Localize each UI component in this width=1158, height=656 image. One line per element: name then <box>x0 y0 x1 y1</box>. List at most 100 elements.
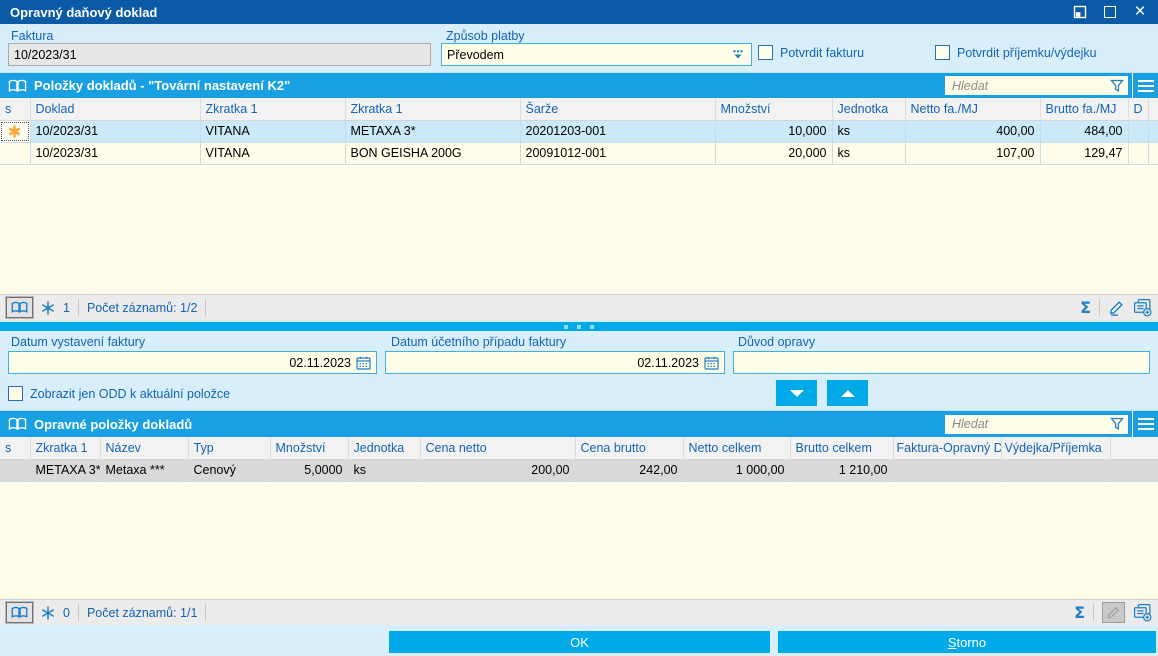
datum-vystaveni-label: Datum vystavení faktury <box>11 335 146 349</box>
panel1-header-row: s Doklad Zkratka 1 Zkratka 1 Šarže Množs… <box>0 98 1158 121</box>
potvrdit-prijemku-label: Potvrdit příjemku/výdejku <box>957 45 1097 60</box>
faktura-field: 10/2023/31 <box>8 43 431 66</box>
panel1-search <box>945 76 1128 95</box>
col-s[interactable]: s <box>0 98 31 121</box>
duvod-opravy-label: Důvod opravy <box>738 335 816 349</box>
panel2-search-input[interactable] <box>952 417 1110 431</box>
panel-opravne-polozky: Opravné položky dokladů s Zkratka 1 <box>0 410 1158 625</box>
sum-icon[interactable]: Σ <box>1074 603 1085 622</box>
calendar-icon[interactable] <box>356 356 371 370</box>
col-zkratka1[interactable]: Zkratka 1 <box>30 437 101 460</box>
col-zkratka1b[interactable]: Zkratka 1 <box>345 98 521 121</box>
move-down-button[interactable] <box>776 380 817 406</box>
panel1-search-input[interactable] <box>952 78 1110 93</box>
panel2-menu-icon[interactable] <box>1132 411 1158 437</box>
datum-ucetniho-label: Datum účetního případu faktury <box>391 335 567 349</box>
zobrazit-odd-label: Zobrazit jen ODD k aktuální položce <box>30 386 231 401</box>
col-cena-brutto[interactable]: Cena brutto <box>575 437 684 460</box>
titlebar: Opravný daňový doklad × <box>0 0 1158 24</box>
close-icon[interactable]: × <box>1134 1 1146 22</box>
duvod-opravy-field[interactable] <box>733 351 1150 374</box>
edit-pencil-icon-disabled[interactable] <box>1102 602 1125 623</box>
book-icon <box>8 79 27 93</box>
splitter-handle[interactable] <box>0 322 1158 331</box>
storno-button[interactable]: Storno <box>778 631 1156 653</box>
filter-icon[interactable] <box>1110 79 1124 93</box>
sum-icon[interactable]: Σ <box>1080 298 1091 317</box>
panel2-search <box>945 414 1128 434</box>
panel1-table: s Doklad Zkratka 1 Zkratka 1 Šarže Množs… <box>0 98 1158 165</box>
potvrdit-fakturu-checkbox[interactable]: Potvrdit fakturu <box>758 45 864 60</box>
move-up-button[interactable] <box>827 380 868 406</box>
col-cena-netto[interactable]: Cena netto <box>420 437 576 460</box>
col-typ[interactable]: Typ <box>188 437 271 460</box>
panel2-title: Opravné položky dokladů <box>34 416 193 432</box>
col-zkratka1[interactable]: Zkratka 1 <box>200 98 346 121</box>
copy-add-icon[interactable] <box>1133 603 1152 622</box>
col-d[interactable]: D <box>1128 98 1149 121</box>
table-row[interactable]: METAXA 3* Metaxa *** Cenový 5,0000 ks 20… <box>0 459 1158 482</box>
panel1-statusbar: 1 Počet záznamů: 1/2 Σ <box>0 294 1158 320</box>
datum-vystaveni-field[interactable]: 02.11.2023 <box>8 351 377 374</box>
book-view-button[interactable] <box>6 297 33 318</box>
col-doklad[interactable]: Doklad <box>30 98 201 121</box>
col-vydejka[interactable]: Výdejka/Příjemka <box>1001 437 1111 460</box>
panel2-table: s Zkratka 1 Název Typ Množství Jednotka … <box>0 437 1158 482</box>
zpusob-platby-value: Převodem <box>447 47 504 62</box>
potvrdit-fakturu-label: Potvrdit fakturu <box>780 45 865 60</box>
ok-button[interactable]: OK <box>389 631 770 653</box>
panel2-statusbar: 0 Počet záznamů: 1/1 Σ <box>0 599 1158 625</box>
copy-add-icon[interactable] <box>1133 298 1152 317</box>
maximize-icon[interactable] <box>1102 4 1118 20</box>
col-mnozstvi[interactable]: Množství <box>270 437 349 460</box>
col-jednotka[interactable]: Jednotka <box>348 437 421 460</box>
faktura-value: 10/2023/31 <box>14 47 77 62</box>
col-netto[interactable]: Netto fa./MJ <box>905 98 1041 121</box>
faktura-label: Faktura <box>11 29 54 43</box>
panel1-record-count: Počet záznamů: 1/2 <box>86 300 198 315</box>
panel1-header: Položky dokladů - "Tovární nastavení K2" <box>0 73 1158 98</box>
zpusob-platby-label: Způsob platby <box>446 29 525 43</box>
panel1-empty-area <box>0 164 1158 294</box>
window-controls: × <box>1072 1 1148 22</box>
col-brutto-celkem[interactable]: Brutto celkem <box>790 437 894 460</box>
potvrdit-prijemku-checkbox[interactable]: Potvrdit příjemku/výdejku <box>935 45 1097 60</box>
filter-icon[interactable] <box>1110 417 1124 431</box>
col-mnozstvi[interactable]: Množství <box>715 98 833 121</box>
zpusob-platby-select[interactable]: Převodem <box>441 43 752 66</box>
zobrazit-odd-checkbox[interactable]: Zobrazit jen ODD k aktuální položce <box>8 386 230 401</box>
col-faktura-odd[interactable]: Faktura-Opravný DD <box>893 437 1002 460</box>
col-jednotka[interactable]: Jednotka <box>832 98 906 121</box>
col-filler <box>1110 437 1158 460</box>
current-record-marker <box>1 121 29 141</box>
col-nazev[interactable]: Název <box>100 437 189 460</box>
col-netto-celkem[interactable]: Netto celkem <box>683 437 791 460</box>
col-s[interactable]: s <box>0 437 31 460</box>
panel1-menu-icon[interactable] <box>1132 73 1158 98</box>
datum-ucetniho-field[interactable]: 02.11.2023 <box>385 351 725 374</box>
table-row[interactable]: 10/2023/31 VITANA METAXA 3* 20201203-001… <box>0 120 1158 143</box>
window-title: Opravný daňový doklad <box>10 4 158 20</box>
col-sarze[interactable]: Šarže <box>520 98 716 121</box>
calendar-icon[interactable] <box>704 356 719 370</box>
arrow-down-icon <box>789 389 804 397</box>
book-icon <box>8 417 27 431</box>
edit-pencil-icon[interactable] <box>1108 299 1125 316</box>
col-brutto[interactable]: Brutto fa./MJ <box>1040 98 1129 121</box>
dropdown-icon[interactable] <box>730 49 746 61</box>
book-view-button[interactable] <box>6 602 33 623</box>
zobrazit-odd-box[interactable] <box>8 386 23 401</box>
panel2-filter-count: 0 <box>63 605 70 620</box>
panel-polozky-dokladu: Položky dokladů - "Tovární nastavení K2"… <box>0 72 1158 320</box>
panel2-header: Opravné položky dokladů <box>0 411 1158 437</box>
dock-restore-icon[interactable] <box>1072 4 1088 20</box>
datum-ucetniho-value: 02.11.2023 <box>637 355 699 370</box>
snowflake-icon <box>41 605 55 620</box>
table-row[interactable]: 10/2023/31 VITANA BON GEISHA 200G 200910… <box>0 142 1158 165</box>
panel1-filter-count: 1 <box>63 300 70 315</box>
datum-vystaveni-value: 02.11.2023 <box>289 355 351 370</box>
panel2-record-count: Počet záznamů: 1/1 <box>86 605 198 620</box>
potvrdit-fakturu-box[interactable] <box>758 45 773 60</box>
potvrdit-prijemku-box[interactable] <box>935 45 950 60</box>
